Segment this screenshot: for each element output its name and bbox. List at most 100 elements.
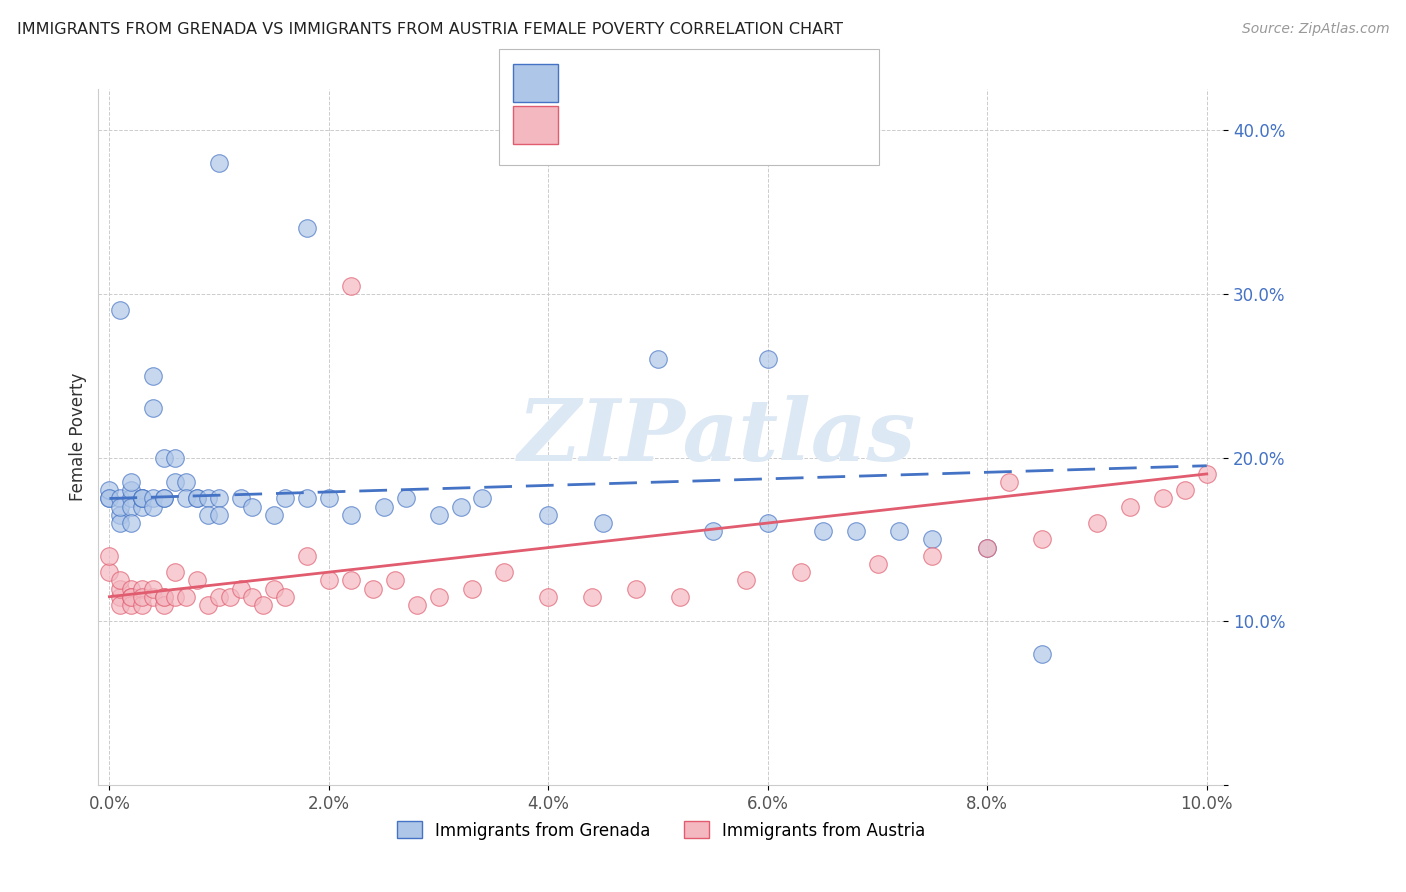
Point	[340, 278, 363, 293]
Point	[1085, 516, 1108, 530]
Point	[340, 508, 363, 522]
Point	[174, 491, 197, 506]
Point	[110, 508, 132, 522]
Point	[427, 508, 450, 522]
Point	[866, 557, 889, 571]
Point	[921, 533, 943, 547]
Point	[592, 516, 614, 530]
Point	[252, 598, 274, 612]
Point	[174, 590, 197, 604]
Point	[120, 598, 142, 612]
Point	[110, 582, 132, 596]
Point	[295, 491, 318, 506]
Text: IMMIGRANTS FROM GRENADA VS IMMIGRANTS FROM AUSTRIA FEMALE POVERTY CORRELATION CH: IMMIGRANTS FROM GRENADA VS IMMIGRANTS FR…	[17, 22, 842, 37]
Point	[197, 491, 219, 506]
Point	[142, 590, 165, 604]
Point	[131, 491, 153, 506]
Point	[647, 352, 669, 367]
Point	[208, 156, 231, 170]
Point	[98, 565, 121, 579]
Point	[734, 574, 756, 588]
Point	[110, 574, 132, 588]
Point	[153, 590, 176, 604]
Point	[318, 491, 340, 506]
Point	[110, 590, 132, 604]
Point	[120, 491, 142, 506]
Point	[165, 475, 187, 489]
Point	[174, 475, 197, 489]
Point	[405, 598, 427, 612]
Point	[120, 516, 142, 530]
Point	[186, 574, 208, 588]
Point	[669, 590, 692, 604]
Point	[120, 500, 142, 514]
Point	[98, 491, 121, 506]
Text: R =: R =	[567, 115, 609, 135]
Text: ZIPatlas: ZIPatlas	[517, 395, 917, 479]
Point	[208, 491, 231, 506]
Point	[274, 590, 297, 604]
Point	[998, 475, 1021, 489]
Point	[142, 491, 165, 506]
Point	[790, 565, 813, 579]
Point	[494, 565, 516, 579]
Point	[131, 598, 153, 612]
Point	[240, 500, 263, 514]
Point	[537, 590, 560, 604]
Y-axis label: Female Poverty: Female Poverty	[69, 373, 87, 501]
Point	[263, 582, 285, 596]
Point	[208, 590, 231, 604]
Point	[197, 598, 219, 612]
Point	[756, 516, 779, 530]
Point	[702, 524, 724, 539]
Point	[229, 582, 252, 596]
Point	[295, 549, 318, 563]
Point	[153, 590, 176, 604]
Point	[427, 590, 450, 604]
Point	[624, 582, 647, 596]
Point	[263, 508, 285, 522]
Text: Source: ZipAtlas.com: Source: ZipAtlas.com	[1241, 22, 1389, 37]
Point	[384, 574, 406, 588]
Point	[131, 590, 153, 604]
Point	[120, 590, 142, 604]
Point	[120, 582, 142, 596]
Point	[131, 582, 153, 596]
Legend: Immigrants from Grenada, Immigrants from Austria: Immigrants from Grenada, Immigrants from…	[389, 814, 932, 847]
Point	[110, 303, 132, 318]
Point	[537, 508, 560, 522]
Point	[219, 590, 242, 604]
Point	[1031, 533, 1053, 547]
Point	[845, 524, 868, 539]
Point	[153, 491, 176, 506]
Point	[208, 508, 231, 522]
Point	[976, 541, 998, 555]
Point	[811, 524, 834, 539]
Point	[756, 352, 779, 367]
Point	[889, 524, 911, 539]
Point	[98, 483, 121, 498]
Point	[110, 491, 132, 506]
Point	[450, 500, 472, 514]
Point	[110, 516, 132, 530]
Point	[361, 582, 384, 596]
Point	[921, 549, 943, 563]
Point	[340, 574, 363, 588]
Point	[274, 491, 297, 506]
Point	[153, 598, 176, 612]
Point	[1195, 467, 1218, 481]
Point	[153, 491, 176, 506]
Text: 0.172: 0.172	[605, 115, 666, 135]
Point	[153, 450, 176, 465]
Text: 0.076: 0.076	[605, 73, 666, 93]
Point	[131, 491, 153, 506]
Point	[142, 500, 165, 514]
Point	[1031, 647, 1053, 661]
Point	[98, 491, 121, 506]
Point	[131, 491, 153, 506]
Point	[1152, 491, 1174, 506]
Text: 57: 57	[727, 73, 754, 93]
Point	[165, 450, 187, 465]
Point	[186, 491, 208, 506]
Text: N =: N =	[689, 73, 733, 93]
